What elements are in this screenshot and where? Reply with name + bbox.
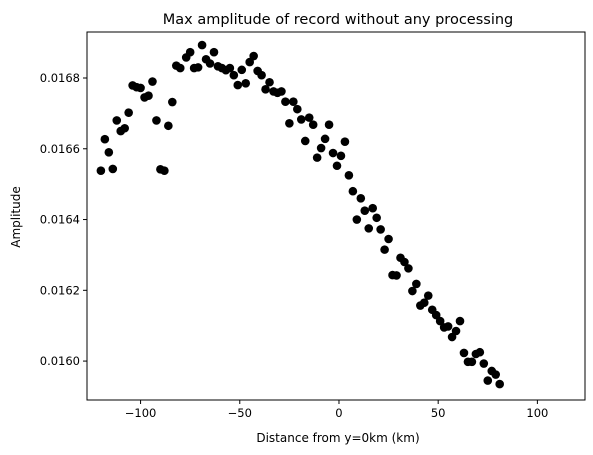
data-point bbox=[400, 257, 409, 267]
data-point bbox=[205, 59, 215, 68]
x-tick-label: 0 bbox=[335, 406, 342, 420]
data-point bbox=[328, 148, 338, 158]
x-tick-label: −100 bbox=[125, 406, 157, 420]
y-axis-label: Amplitude bbox=[9, 186, 23, 248]
data-point bbox=[168, 97, 177, 107]
data-point bbox=[300, 136, 310, 146]
data-point bbox=[104, 148, 114, 157]
data-point bbox=[233, 80, 243, 90]
data-point bbox=[479, 359, 489, 368]
data-point bbox=[96, 166, 106, 176]
data-point bbox=[412, 279, 421, 289]
data-point bbox=[483, 376, 493, 385]
data-point bbox=[193, 63, 203, 72]
data-point bbox=[100, 134, 110, 144]
data-point bbox=[312, 153, 322, 162]
data-point bbox=[237, 65, 247, 75]
data-point bbox=[257, 70, 266, 80]
data-point bbox=[344, 171, 354, 180]
data-point bbox=[296, 115, 306, 124]
data-point bbox=[352, 215, 362, 224]
data-point bbox=[136, 83, 145, 93]
data-point bbox=[364, 224, 374, 233]
data-point bbox=[197, 40, 207, 50]
data-point bbox=[160, 166, 169, 176]
axes-frame bbox=[86, 31, 586, 401]
data-point bbox=[148, 77, 157, 86]
data-point bbox=[261, 85, 270, 94]
data-point bbox=[120, 123, 129, 133]
data-point bbox=[316, 143, 326, 153]
y-tick-label: 0.0168 bbox=[40, 71, 80, 85]
data-point bbox=[495, 379, 504, 389]
data-point bbox=[404, 264, 413, 273]
y-tick-label: 0.0166 bbox=[40, 142, 80, 156]
x-axis-label: Distance from y=0km (km) bbox=[256, 431, 419, 445]
data-point bbox=[289, 97, 298, 107]
data-point bbox=[277, 87, 286, 96]
data-point bbox=[372, 213, 381, 223]
data-point bbox=[451, 326, 461, 336]
data-point bbox=[265, 77, 274, 87]
data-point bbox=[455, 316, 465, 326]
data-point bbox=[225, 63, 235, 73]
data-point bbox=[376, 225, 385, 234]
x-tick-label: −50 bbox=[228, 406, 252, 420]
data-point bbox=[185, 47, 195, 57]
data-point bbox=[281, 97, 290, 107]
data-point bbox=[308, 120, 318, 130]
data-point bbox=[435, 316, 445, 326]
data-point bbox=[356, 194, 366, 203]
data-point bbox=[293, 104, 302, 114]
data-point bbox=[336, 151, 346, 161]
data-point bbox=[152, 116, 161, 125]
data-point bbox=[348, 186, 358, 196]
data-point bbox=[112, 116, 122, 125]
chart-title: Max amplitude of record without any proc… bbox=[163, 12, 514, 28]
data-point bbox=[249, 51, 258, 61]
y-tick-label: 0.0164 bbox=[40, 213, 80, 227]
data-point bbox=[332, 161, 342, 171]
data-point bbox=[380, 245, 389, 254]
data-point bbox=[285, 118, 294, 128]
data-point bbox=[124, 108, 133, 117]
data-point bbox=[229, 70, 239, 80]
data-point bbox=[209, 47, 219, 57]
data-point bbox=[392, 271, 401, 280]
y-tick-label: 0.0162 bbox=[40, 283, 80, 297]
data-point bbox=[164, 121, 173, 131]
data-point bbox=[384, 234, 393, 244]
data-point bbox=[491, 370, 501, 379]
data-point bbox=[324, 120, 334, 130]
y-tick-label: 0.0160 bbox=[40, 354, 80, 368]
data-point bbox=[419, 298, 429, 307]
x-tick-label: 100 bbox=[526, 406, 548, 420]
data-point bbox=[459, 348, 469, 358]
data-point bbox=[443, 322, 453, 331]
data-point bbox=[304, 113, 314, 122]
data-point bbox=[108, 164, 118, 174]
data-point bbox=[340, 137, 350, 146]
x-tick-label: 50 bbox=[431, 406, 446, 420]
data-point bbox=[408, 286, 417, 296]
plot-area: −100 −50 0 50 100 0.0160 0.0162 0.0164 0.0166 0.0… bbox=[40, 31, 586, 420]
data-point bbox=[475, 347, 485, 357]
data-point bbox=[368, 203, 378, 213]
data-point bbox=[241, 79, 251, 88]
data-point bbox=[467, 357, 477, 367]
data-point bbox=[175, 63, 185, 73]
data-point bbox=[360, 206, 370, 215]
data-point bbox=[144, 91, 153, 100]
data-point bbox=[320, 134, 330, 144]
data-point bbox=[423, 291, 433, 300]
